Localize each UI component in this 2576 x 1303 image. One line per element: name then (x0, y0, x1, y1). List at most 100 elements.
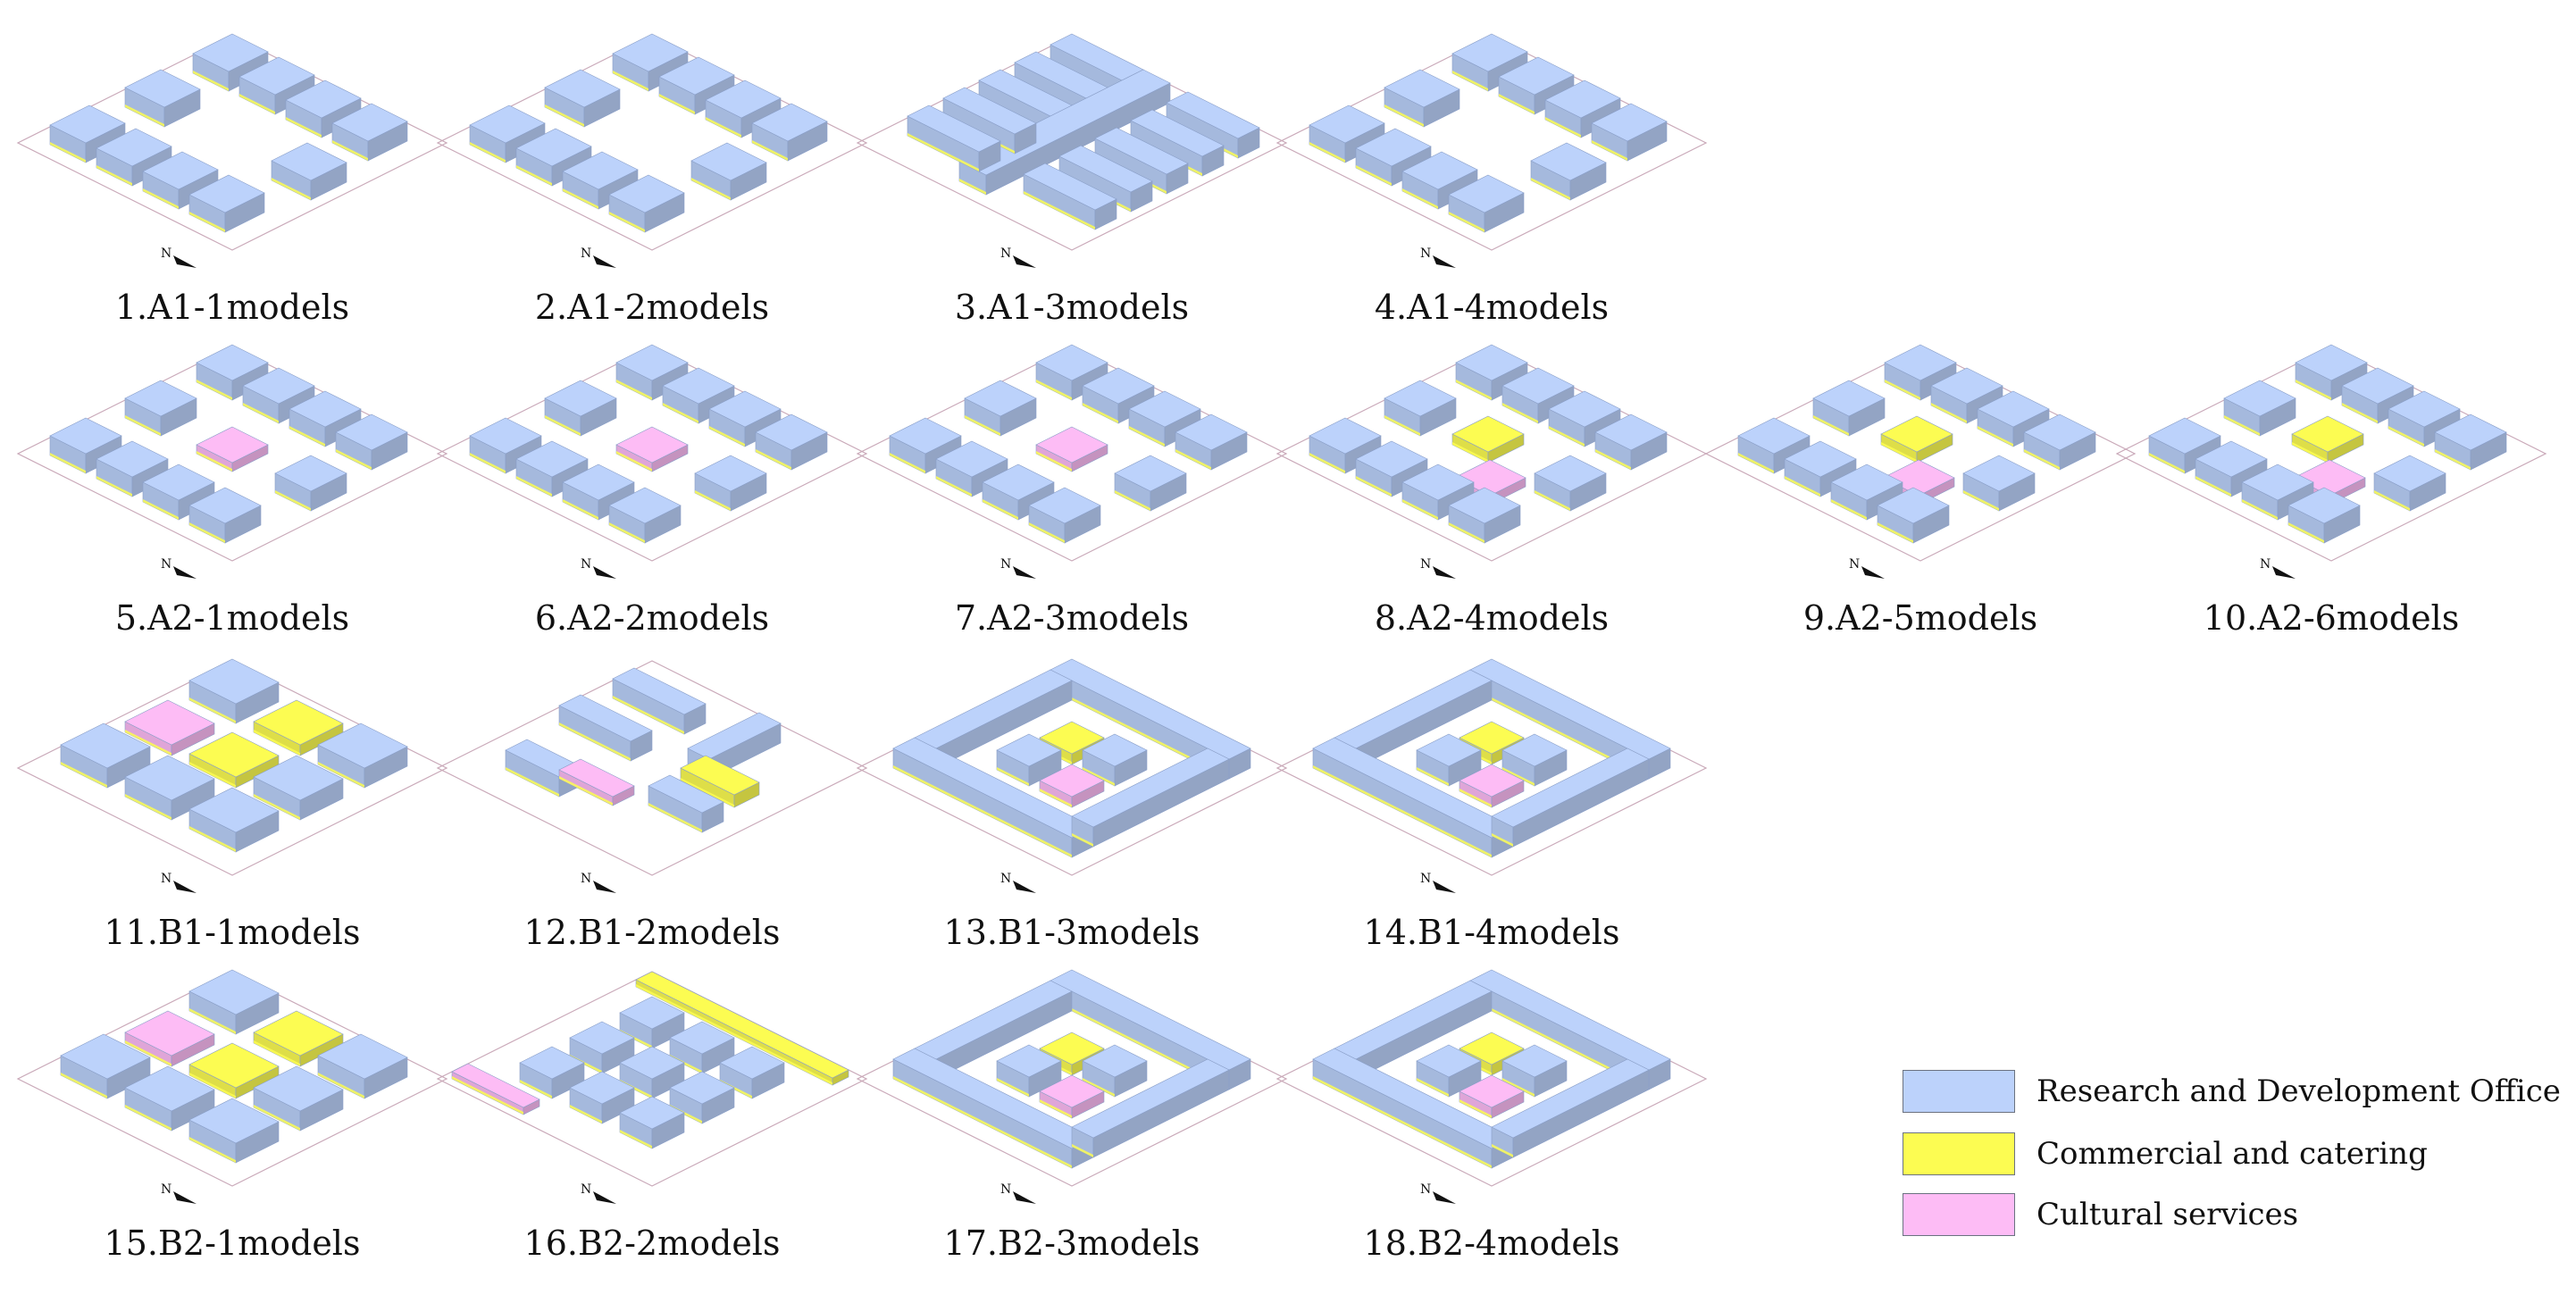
north-label: N (1000, 1182, 1011, 1197)
building-block (1416, 1044, 1482, 1098)
building-block (562, 151, 639, 210)
building-block (188, 787, 280, 853)
building-block (188, 1098, 280, 1164)
building-block (1451, 415, 1525, 464)
building-block (188, 174, 265, 233)
north-label: N (1000, 246, 1011, 261)
building-block (1501, 1044, 1568, 1098)
building-block (1355, 440, 1428, 497)
building-block (331, 103, 408, 162)
building-block (1530, 142, 1607, 201)
axonometric-model: N (1275, 969, 1708, 1204)
building-block (1455, 344, 1528, 401)
north-arrow-icon: N (1000, 1182, 1036, 1204)
building-block (124, 69, 201, 128)
north-arrow-icon: N (1000, 557, 1036, 579)
building-block (680, 755, 760, 808)
building-block (1548, 390, 1621, 447)
model-caption: 13.B1-3models (943, 913, 1200, 952)
building-block (705, 79, 782, 138)
north-arrow-icon: N (1420, 246, 1456, 268)
north-arrow-icon: N (161, 557, 197, 579)
building-block (996, 1044, 1062, 1098)
axonometric-model: N (16, 344, 448, 579)
axonometric-model: N (436, 971, 868, 1204)
north-arrow-icon: N (161, 1182, 197, 1204)
site-boundary (436, 660, 868, 876)
north-label: N (2260, 557, 2271, 572)
building-block (719, 1046, 785, 1099)
building-block (889, 417, 962, 474)
model-panel: N 4.A1-4models (1275, 27, 1708, 327)
building-block (1501, 367, 1575, 424)
building-block (2195, 440, 2268, 497)
building-block (1071, 1058, 1230, 1158)
building-block (1491, 1058, 1650, 1158)
building-block (1448, 487, 1521, 544)
building-block (690, 142, 767, 201)
building-block (1544, 79, 1621, 138)
building-block (1039, 764, 1105, 808)
north-label: N (581, 1182, 591, 1197)
building-block (612, 667, 707, 735)
north-label: N (1420, 1182, 1431, 1197)
building-block (242, 367, 315, 424)
legend-swatch-cultural (1903, 1193, 2015, 1236)
building-block (964, 380, 1037, 437)
building-block (1812, 380, 1886, 437)
building-block (519, 1046, 585, 1099)
north-arrow-icon: N (1420, 872, 1456, 893)
building-block (124, 699, 215, 756)
building-block (124, 380, 197, 437)
model-panel: N 6.A2-2models (436, 338, 868, 638)
building-block (708, 390, 782, 447)
building-block (619, 996, 685, 1049)
building-block (1880, 415, 1953, 464)
model-caption: 4.A1-4models (1374, 288, 1610, 327)
building-block (253, 755, 344, 821)
north-label: N (1420, 246, 1431, 261)
model-caption: 15.B2-1models (104, 1224, 361, 1263)
axonometric-model: N (16, 658, 448, 893)
building-block (1930, 367, 2003, 424)
model-panel: N 13.B1-3models (856, 652, 1288, 952)
building-block (2291, 415, 2364, 464)
building-block (1501, 733, 1568, 787)
building-block (558, 758, 635, 806)
model-caption: 11.B1-1models (104, 913, 361, 952)
building-block (469, 104, 546, 163)
building-block (1309, 417, 1382, 474)
building-block (274, 455, 347, 512)
building-block (124, 755, 215, 821)
axonometric-model: N (2115, 344, 2547, 579)
building-block (1312, 737, 1514, 858)
building-block (192, 33, 269, 92)
building-block (635, 971, 849, 1086)
model-panel: N 12.B1-2models (436, 652, 868, 952)
building-block (1784, 440, 1857, 497)
building-block (49, 417, 122, 474)
north-arrow-icon: N (581, 872, 616, 893)
building-block (451, 1063, 540, 1115)
axonometric-model: N (436, 660, 868, 893)
building-block (892, 737, 1094, 858)
building-block (1082, 367, 1155, 424)
model-caption: 16.B2-2models (523, 1224, 781, 1263)
north-label: N (581, 246, 591, 261)
building-block (1039, 1074, 1105, 1119)
building-block (188, 731, 280, 789)
axonometric-model: N (1275, 344, 1708, 579)
building-block (196, 426, 269, 472)
building-block (2023, 413, 2096, 471)
model-caption: 10.A2-6models (2203, 598, 2460, 638)
building-block (669, 1021, 735, 1074)
building-block (2341, 367, 2414, 424)
model-panel: N 3.A1-3models (856, 27, 1288, 327)
building-block (935, 440, 1008, 497)
building-block (892, 1048, 1094, 1169)
building-block (2295, 344, 2368, 401)
north-label: N (1000, 872, 1011, 886)
building-block (1175, 413, 1248, 471)
building-block (196, 344, 269, 401)
building-block (317, 1033, 408, 1099)
